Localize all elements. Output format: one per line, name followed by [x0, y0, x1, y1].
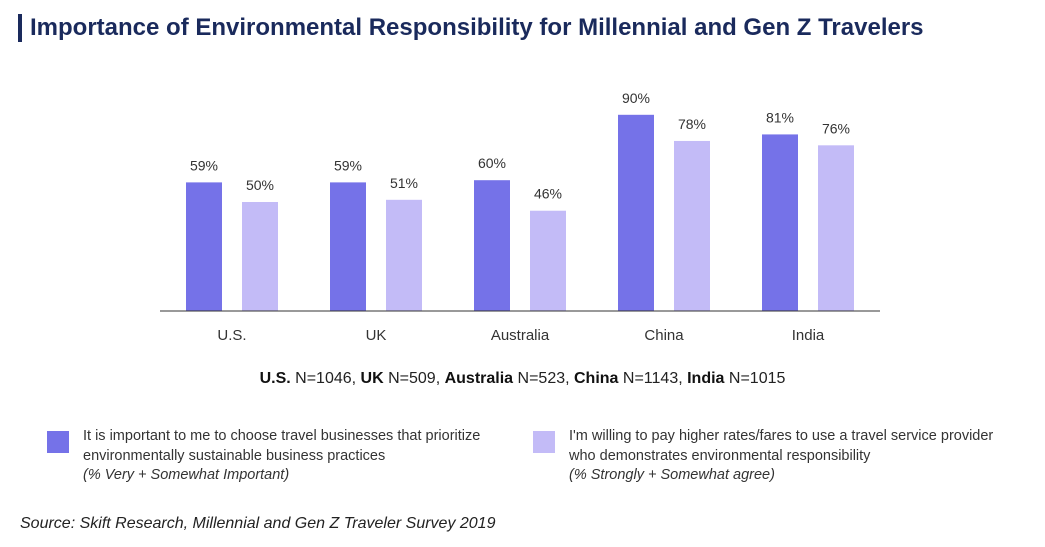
title-accent-bar	[18, 14, 22, 42]
data-label: 59%	[190, 157, 218, 173]
sample-country: India	[687, 370, 725, 387]
legend-item-willing: I'm willing to pay higher rates/fares to…	[533, 427, 1003, 486]
sample-n: N=1143	[622, 370, 679, 387]
sample-country: UK	[360, 370, 384, 387]
source-note: Source: Skift Research, Millennial and G…	[20, 515, 496, 532]
legend-swatch-important	[47, 431, 69, 453]
x-tick-label: U.S.	[217, 327, 246, 344]
data-label: 46%	[534, 186, 562, 202]
title-block: Importance of Environmental Responsibili…	[18, 14, 924, 42]
data-label: 51%	[390, 175, 418, 191]
data-label: 81%	[766, 109, 794, 125]
sample-n: N=1046	[295, 370, 352, 387]
sample-country: Australia	[444, 370, 514, 387]
legend-text-important: It is important to me to choose travel b…	[83, 427, 517, 486]
chart-title: Importance of Environmental Responsibili…	[30, 14, 924, 41]
data-label: 90%	[622, 90, 650, 106]
x-tick-label: UK	[366, 327, 387, 344]
x-tick-label: Australia	[491, 327, 550, 344]
legend-swatch-willing	[533, 431, 555, 453]
bar-australia-series2	[530, 210, 566, 311]
bar-uk-series1	[330, 182, 366, 311]
legend-label: I'm willing to pay higher rates/fares to…	[569, 428, 994, 464]
bar-china-series1	[618, 114, 654, 311]
sample-n: N=509	[388, 370, 436, 387]
x-tick-label: China	[644, 327, 684, 344]
legend-item-important: It is important to me to choose travel b…	[47, 427, 517, 486]
sample-sizes: U.S. N=1046, UK N=509, Australia N=523, …	[259, 370, 786, 387]
sample-country: China	[574, 370, 619, 387]
sample-n: N=1015	[728, 370, 786, 387]
bar-china-series2	[674, 140, 710, 311]
data-label: 50%	[246, 177, 274, 193]
data-label: 60%	[478, 155, 506, 171]
bar-australia-series1	[474, 180, 510, 311]
bar-us-series1	[186, 182, 222, 311]
bar-uk-series2	[386, 199, 422, 311]
bar-chart: 59% 50% U.S. 59% 51% UK 60% 46% Australia 90% 78% C…	[160, 90, 880, 344]
data-label: 59%	[334, 157, 362, 173]
bar-india-series1	[762, 134, 798, 311]
sample-country: U.S.	[259, 370, 291, 387]
x-tick-label: India	[792, 327, 825, 344]
legend-label: It is important to me to choose travel b…	[83, 428, 481, 464]
legend-note: (% Very + Somewhat Important)	[83, 467, 290, 483]
data-label: 78%	[678, 116, 706, 132]
data-label: 76%	[822, 120, 850, 136]
sample-n: N=523	[517, 370, 566, 387]
bar-india-series2	[818, 145, 854, 311]
bar-us-series2	[242, 202, 278, 311]
legend-text-willing: I'm willing to pay higher rates/fares to…	[569, 427, 1003, 486]
legend-note: (% Strongly + Somewhat agree)	[569, 467, 775, 483]
